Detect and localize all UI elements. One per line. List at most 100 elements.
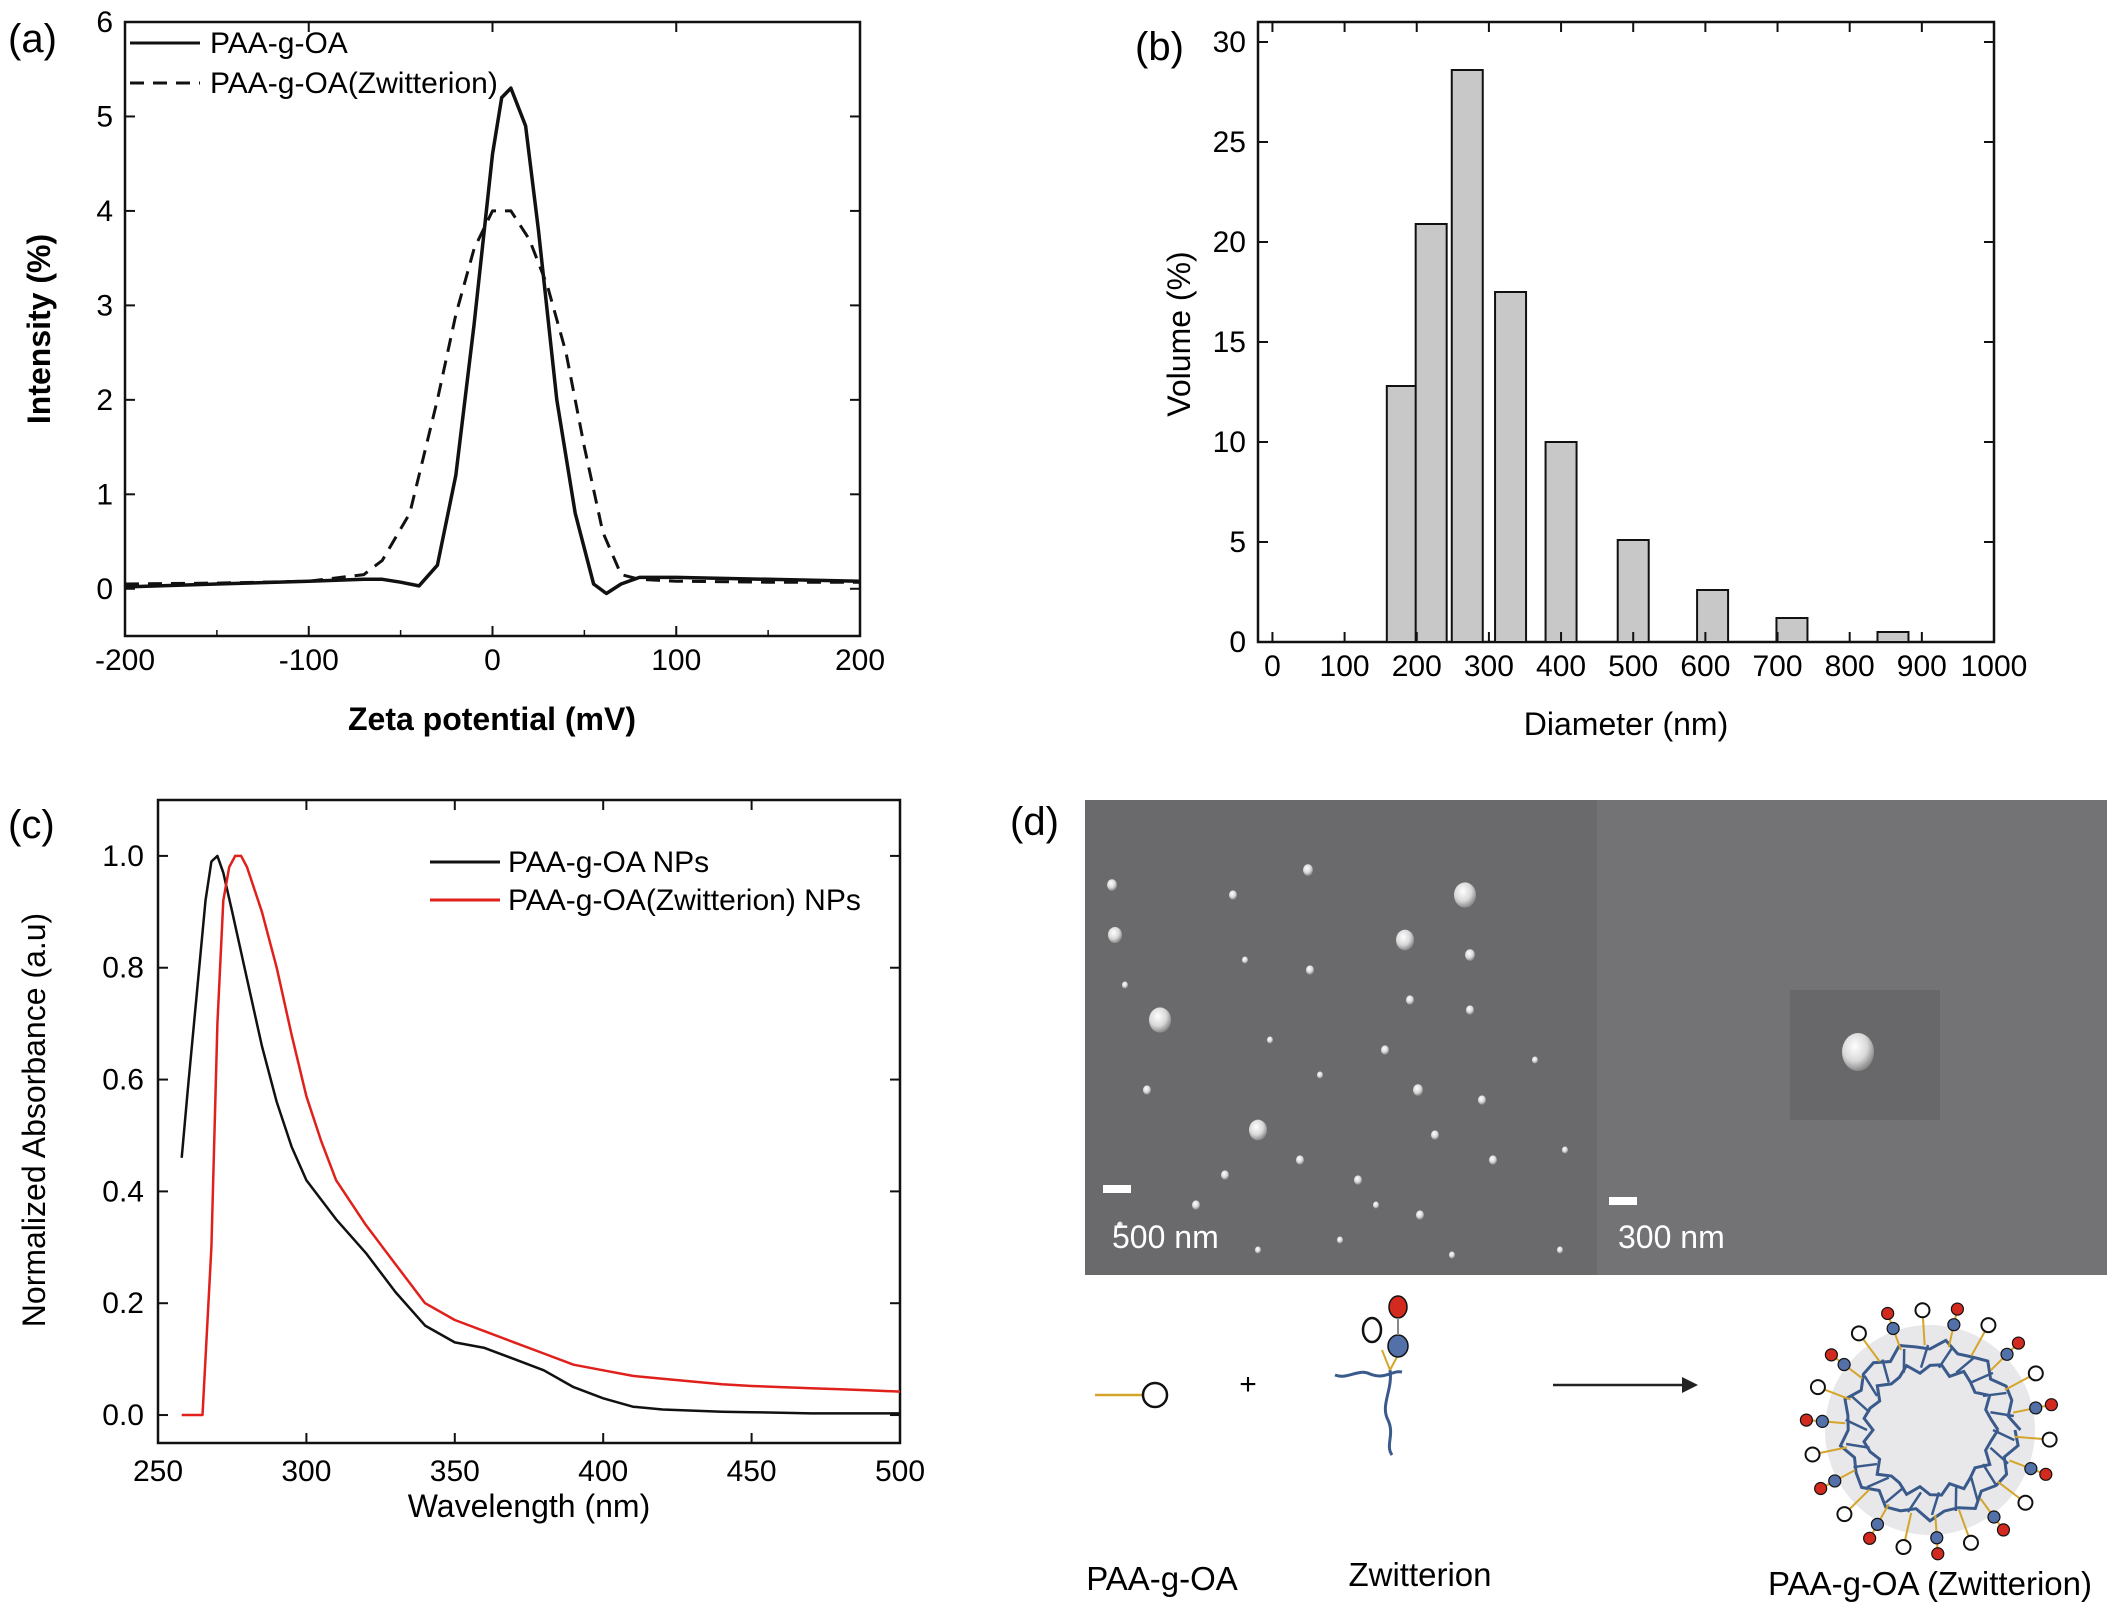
np-negative-group <box>2044 1398 2058 1412</box>
np-crosslink <box>1866 1476 1890 1489</box>
y-tick-label: 0.2 <box>102 1287 144 1320</box>
np-crosslink <box>1845 1442 1870 1449</box>
np-positive-group <box>2000 1347 2014 1361</box>
np-crosslink <box>1937 1347 1954 1369</box>
sem-particle <box>1117 1221 1123 1229</box>
sem-particle <box>1381 1045 1389 1055</box>
np-oa-head <box>1895 1539 1912 1556</box>
x-tick-label: 0 <box>1264 650 1281 683</box>
x-tick-label: -100 <box>279 644 339 677</box>
x-tick-label: 500 <box>875 1455 925 1488</box>
sem-particle <box>1478 1095 1486 1105</box>
y-tick-label: 0 <box>1229 626 1246 659</box>
x-tick-label: 900 <box>1897 650 1947 683</box>
x-tick-label: 100 <box>1320 650 1370 683</box>
y-tick-label: 1 <box>96 478 113 511</box>
scheme-nanoparticle <box>1799 1302 2058 1561</box>
np-oa-head <box>1809 1379 1826 1396</box>
sem-particle <box>1242 956 1248 964</box>
x-tick-label: 350 <box>430 1455 480 1488</box>
scheme-plus: + <box>1239 1368 1257 1401</box>
sem-left-particles <box>1107 864 1568 1259</box>
x-tick-label: 300 <box>1464 650 1514 683</box>
np-polymer-backbone <box>1838 1338 2022 1523</box>
panel-c-ylabel: Normalized Absorbance (a.u) <box>16 913 52 1327</box>
sem-particle <box>1107 879 1117 891</box>
y-tick-label: 10 <box>1213 426 1246 459</box>
np-negative-group <box>1799 1413 1813 1427</box>
sem-particle <box>1373 1201 1379 1209</box>
y-tick-label: 30 <box>1213 26 1246 59</box>
panel-b-xlabel: Diameter (nm) <box>1524 706 1728 742</box>
sem-particle <box>1306 965 1314 975</box>
scheme-zwitterion-molecule <box>1334 1295 1409 1456</box>
legend-a-series-1: PAA-g-OA <box>210 27 348 60</box>
panel-a-ylabel: Intensity (%) <box>21 234 57 424</box>
sem-particle <box>1354 1175 1362 1185</box>
y-tick-label: 1.0 <box>102 840 144 873</box>
y-tick-label: 6 <box>96 6 113 39</box>
sem-particle <box>1108 926 1122 944</box>
np-positive-group <box>2029 1401 2043 1415</box>
y-tick-label: 2 <box>96 384 113 417</box>
sem-particle <box>1296 1155 1304 1165</box>
x-tick-label: 400 <box>578 1455 628 1488</box>
np-negative-group <box>1931 1547 1945 1561</box>
np-oa-head <box>1962 1534 1979 1551</box>
histogram-bar <box>1414 223 1448 643</box>
np-crosslink <box>1982 1391 2007 1398</box>
np-crosslink <box>1853 1462 1878 1469</box>
np-crosslink <box>1981 1463 1997 1485</box>
scheme-arrow <box>1553 1377 1698 1393</box>
histogram-bar <box>1775 617 1809 643</box>
legend-c-series-2: PAA-g-OA(Zwitterion) NPs <box>508 884 861 917</box>
sem-right-particle <box>1842 1033 1874 1071</box>
panel-d: (d) 500 nm 300 nm <box>1010 800 2107 1602</box>
zwitterion-linker-1 <box>1381 1349 1391 1371</box>
legend-c-series-1: PAA-g-OA NPs <box>508 846 709 879</box>
x-tick-label: 600 <box>1680 650 1730 683</box>
np-negative-group <box>1881 1306 1895 1321</box>
y-tick-label: 5 <box>96 100 113 133</box>
panel-c-legend: PAA-g-OA NPs PAA-g-OA(Zwitterion) NPs <box>430 846 861 917</box>
y-tick-label: 0 <box>96 573 113 606</box>
sem-particle <box>1416 1210 1424 1220</box>
panel-c: (c) 250 300 350 400 450 500 0.0 0.2 0.4 0.6 0.8 1.0… <box>8 798 925 1524</box>
np-crosslink <box>1970 1477 1979 1501</box>
sem-image-right: 300 nm <box>1597 800 2107 1275</box>
np-crosslink <box>1919 1344 1930 1369</box>
y-tick-label: 5 <box>1229 526 1246 559</box>
histogram-bar <box>1876 631 1910 643</box>
np-crosslink <box>1930 1491 1941 1516</box>
x-tick-label: 700 <box>1752 650 1802 683</box>
panel-d-label: (d) <box>1010 800 1059 844</box>
x-tick-label: 450 <box>727 1455 777 1488</box>
panel-a-xlabel: Zeta potential (mV) <box>348 701 636 737</box>
panel-c-label: (c) <box>8 803 55 847</box>
panel-a-series <box>124 86 861 596</box>
x-tick-label: 100 <box>651 644 701 677</box>
sem-particle <box>1454 882 1476 908</box>
x-tick-label: -200 <box>95 644 155 677</box>
x-tick-label: 1000 <box>1961 650 2028 683</box>
panel-b-ticks: 0 100 200 300 400 500 600 700 800 900 1000 0 5 10 15 20… <box>1213 22 2028 683</box>
panel-b-ylabel: Volume (%) <box>1161 251 1197 416</box>
panel-a-ticks: -200 -100 0 100 200 0 1 2 3 4 5 6 <box>95 6 885 677</box>
panel-b-label: (b) <box>1135 25 1184 69</box>
scheme-label-product: PAA-g-OA (Zwitterion) <box>1768 1565 2092 1602</box>
y-tick-label: 3 <box>96 289 113 322</box>
sem-particle <box>1143 1085 1151 1095</box>
panel-c-xlabel: Wavelength (nm) <box>408 1488 650 1524</box>
np-oa-head <box>1850 1325 1867 1342</box>
panel-a: (a) -200 -100 0 100 200 0 1 2 3 4 5 6 PAA-g-OA PAA-… <box>8 6 885 737</box>
panel-a-plot-frame <box>123 20 862 638</box>
np-crosslink <box>1851 1395 1871 1414</box>
np-negative-group <box>2011 1336 2026 1350</box>
sem-particle <box>1303 864 1313 876</box>
scheme-label-paa-g-oa: PAA-g-OA <box>1086 1560 1238 1597</box>
sem-particle <box>1396 929 1414 951</box>
np-negative-group <box>2039 1467 2053 1481</box>
histogram-bar <box>1616 539 1650 643</box>
y-tick-label: 15 <box>1213 326 1246 359</box>
sem-particle <box>1413 1084 1423 1096</box>
